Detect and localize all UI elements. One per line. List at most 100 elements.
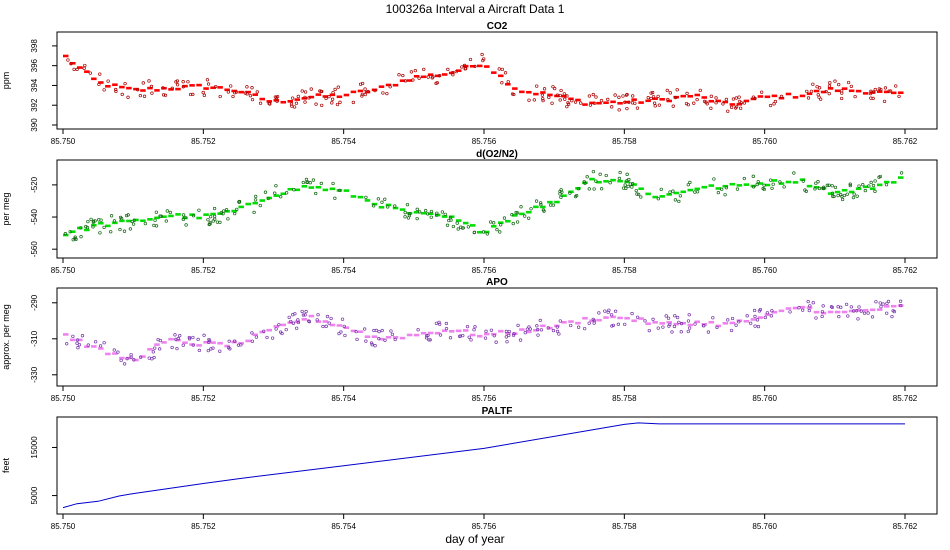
data-point (541, 98, 545, 103)
data-point (898, 299, 903, 303)
data-point (373, 344, 377, 348)
data-point (686, 103, 690, 107)
data-point (569, 323, 573, 328)
y-tick-label: -540 (30, 208, 39, 225)
data-point (305, 180, 309, 185)
x-tick-label: 85.760 (752, 394, 777, 403)
data-point (886, 299, 891, 304)
data-point (797, 306, 801, 310)
y-axis-label: approx. per meg (1, 304, 11, 370)
data-point (295, 326, 299, 330)
data-point (666, 97, 670, 102)
data-point (209, 347, 213, 351)
x-axis-label: day of year (445, 532, 504, 546)
data-point (161, 86, 165, 90)
data-point (466, 225, 471, 229)
data-point (613, 309, 618, 313)
data-point (331, 181, 335, 186)
data-point (258, 101, 263, 105)
data-point (555, 329, 560, 334)
data-point (652, 101, 657, 105)
data-point (227, 339, 231, 343)
data-point (327, 321, 331, 325)
data-point (511, 221, 515, 226)
data-point (867, 184, 871, 188)
data-point (265, 335, 269, 340)
data-point (370, 343, 374, 347)
data-point (296, 320, 300, 325)
data-point (255, 90, 259, 94)
data-point (831, 194, 835, 198)
x-tick-label: 85.750 (51, 266, 76, 275)
data-point (686, 183, 690, 187)
data-point (610, 324, 614, 328)
data-point (72, 67, 76, 72)
data-point (677, 199, 681, 204)
y-tick-label: 398 (30, 39, 39, 53)
data-point (385, 91, 389, 96)
scatter-series (63, 52, 904, 113)
data-point (301, 313, 306, 317)
data-point (66, 58, 70, 62)
data-point (473, 64, 477, 69)
data-point (122, 229, 127, 233)
data-point (542, 209, 546, 213)
data-point (892, 310, 897, 314)
data-point (840, 91, 844, 95)
data-point (425, 334, 429, 338)
data-point (502, 216, 507, 220)
data-point (363, 92, 367, 97)
y-tick-label: 390 (30, 118, 39, 132)
data-point (114, 87, 118, 92)
data-point (380, 328, 384, 333)
data-point (207, 340, 211, 345)
data-point (827, 183, 831, 187)
x-tick-label: 85.754 (331, 522, 356, 531)
data-point (801, 179, 805, 183)
data-point (709, 94, 713, 98)
data-point (118, 227, 122, 232)
data-point (98, 72, 102, 76)
data-point (465, 324, 470, 329)
data-point (816, 93, 820, 97)
panel-2: APO approx. per meg -290 -310 -330 85.750 85.7… (1, 277, 938, 403)
data-point (311, 178, 316, 182)
data-point (565, 104, 569, 109)
data-point (143, 221, 148, 226)
data-point (814, 316, 818, 320)
data-point (519, 205, 523, 209)
data-point (380, 200, 384, 204)
data-point (147, 356, 151, 360)
data-point (630, 311, 634, 316)
data-point (667, 324, 671, 328)
data-point (688, 180, 692, 185)
data-point (751, 185, 756, 189)
data-point (709, 106, 713, 110)
data-point (870, 315, 875, 319)
data-point (489, 328, 494, 332)
data-point (274, 184, 278, 188)
data-point (290, 96, 295, 100)
data-point (534, 199, 539, 203)
data-point (820, 314, 824, 319)
data-point (102, 225, 106, 229)
data-point (233, 211, 237, 216)
data-point (324, 324, 328, 328)
data-point (83, 63, 87, 68)
data-point (811, 82, 815, 86)
data-point (613, 93, 617, 97)
data-point (206, 218, 210, 222)
data-point (173, 333, 177, 337)
data-point (284, 191, 289, 195)
data-point (275, 99, 279, 103)
data-point (579, 101, 583, 105)
data-point (383, 197, 387, 201)
x-tick-label: 85.762 (893, 522, 918, 531)
data-point (386, 205, 390, 209)
data-point (373, 88, 377, 93)
data-point (226, 90, 231, 94)
data-point (187, 337, 192, 341)
data-point (779, 94, 784, 99)
data-point (389, 329, 393, 333)
